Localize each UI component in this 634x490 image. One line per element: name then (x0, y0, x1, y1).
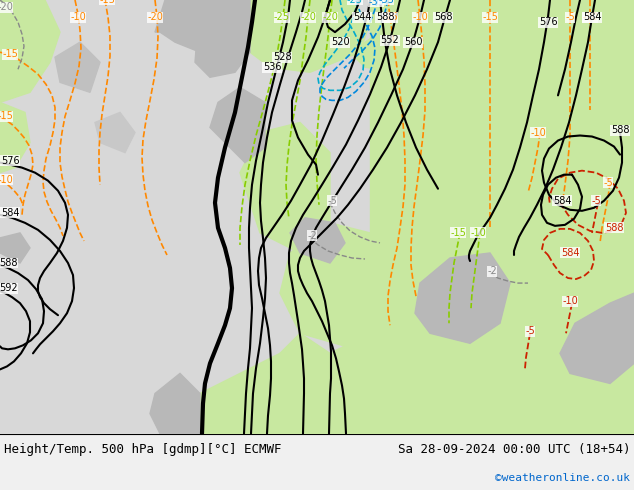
Polygon shape (450, 333, 634, 434)
Polygon shape (150, 373, 200, 434)
Text: Height/Temp. 500 hPa [gdmp][°C] ECMWF: Height/Temp. 500 hPa [gdmp][°C] ECMWF (4, 443, 281, 456)
Text: -20: -20 (322, 12, 338, 22)
Polygon shape (370, 0, 634, 434)
Polygon shape (210, 87, 265, 163)
Text: 584: 584 (583, 12, 601, 22)
Text: -35: -35 (368, 0, 384, 7)
Text: 584: 584 (560, 248, 579, 258)
Text: -10: -10 (70, 12, 86, 22)
Text: 528: 528 (273, 52, 291, 62)
Text: -15: -15 (0, 111, 13, 122)
Text: 576: 576 (1, 156, 19, 166)
Text: 588: 588 (0, 258, 17, 268)
Text: -15: -15 (99, 0, 115, 5)
Polygon shape (350, 0, 460, 73)
Text: -10: -10 (0, 174, 13, 185)
Text: 584: 584 (1, 208, 19, 218)
Polygon shape (560, 293, 634, 384)
Polygon shape (0, 233, 30, 263)
Text: -10: -10 (562, 296, 578, 306)
Text: -10: -10 (470, 228, 486, 238)
Text: -20: -20 (147, 12, 163, 22)
Polygon shape (415, 253, 510, 343)
Text: -35: -35 (378, 0, 394, 5)
Text: -15: -15 (2, 49, 18, 59)
Polygon shape (200, 353, 300, 434)
Text: -10: -10 (412, 12, 428, 22)
Text: 592: 592 (0, 283, 17, 293)
Polygon shape (0, 0, 60, 102)
Text: 536: 536 (262, 62, 281, 72)
Text: -2: -2 (487, 266, 497, 276)
Text: 520: 520 (331, 37, 349, 47)
Text: -5: -5 (565, 12, 575, 22)
Text: -15: -15 (382, 12, 398, 22)
Text: 588: 588 (611, 125, 630, 136)
Polygon shape (240, 122, 330, 253)
Text: -5: -5 (525, 326, 535, 336)
Text: Sa 28-09-2024 00:00 UTC (18+54): Sa 28-09-2024 00:00 UTC (18+54) (398, 443, 630, 456)
Polygon shape (195, 0, 250, 77)
Polygon shape (280, 223, 370, 353)
Text: 588: 588 (376, 12, 394, 22)
Text: -5: -5 (591, 196, 601, 206)
Polygon shape (0, 102, 30, 172)
Text: -10: -10 (582, 12, 598, 22)
Text: -5: -5 (603, 178, 613, 188)
Text: 588: 588 (605, 223, 623, 233)
Text: 560: 560 (404, 37, 422, 47)
Polygon shape (290, 218, 345, 263)
Polygon shape (280, 333, 370, 434)
Text: -25: -25 (347, 0, 363, 5)
Polygon shape (55, 42, 100, 92)
Text: -5: -5 (327, 196, 337, 206)
Text: -20: -20 (300, 12, 316, 22)
Text: -2: -2 (307, 231, 317, 241)
Text: 552: 552 (380, 35, 399, 45)
Polygon shape (250, 0, 370, 73)
Text: 568: 568 (434, 12, 452, 22)
Text: -25: -25 (274, 12, 290, 22)
Text: -15: -15 (482, 12, 498, 22)
Text: -20: -20 (0, 2, 13, 12)
Text: -15: -15 (450, 228, 466, 238)
Text: 544: 544 (353, 12, 372, 22)
Text: 576: 576 (539, 17, 557, 27)
Polygon shape (0, 0, 25, 52)
Text: -10: -10 (530, 127, 546, 138)
Text: ©weatheronline.co.uk: ©weatheronline.co.uk (495, 473, 630, 483)
Polygon shape (155, 0, 200, 52)
Text: 584: 584 (553, 196, 571, 206)
Polygon shape (95, 112, 135, 152)
